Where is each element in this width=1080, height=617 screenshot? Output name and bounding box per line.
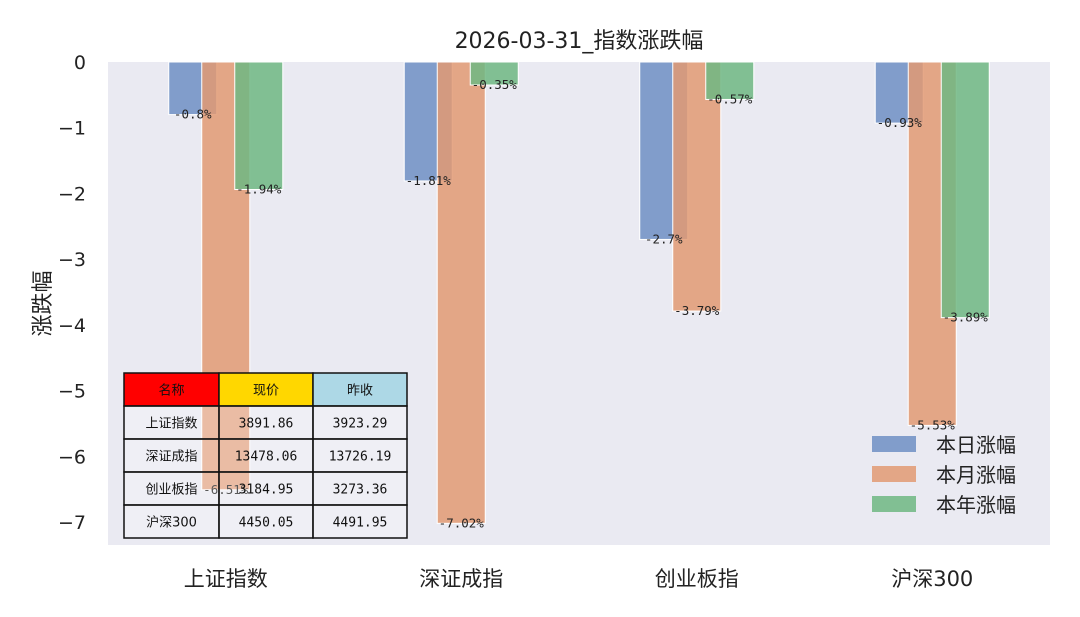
y-tick-label: −1 (58, 118, 86, 140)
legend-label-3: 本年涨幅 (936, 493, 1016, 517)
table-header-cell (218, 372, 314, 407)
table-cell-text: 3184.95 (239, 483, 294, 498)
bar-3-3 (705, 61, 755, 100)
table-cell-text: 4491.95 (333, 516, 388, 531)
table-cell-text: 3273.36 (333, 483, 388, 498)
legend-swatch-3 (872, 496, 916, 512)
bar-2-2 (436, 61, 486, 524)
data-label: -0.57% (707, 91, 753, 106)
table-cell-text: 13726.19 (329, 450, 392, 465)
table-cell (123, 504, 220, 539)
y-tick-label: −3 (58, 249, 86, 271)
y-tick-label: −4 (58, 315, 86, 337)
y-tick-label: −6 (58, 446, 86, 468)
data-label: -0.93% (877, 115, 923, 130)
bar-3-2 (469, 61, 519, 86)
table-cell (312, 504, 408, 539)
table-cell (218, 504, 314, 539)
table-cell-text: 上证指数 (145, 417, 197, 432)
bar-3-4 (940, 61, 990, 319)
bar-3-1 (234, 61, 284, 190)
data-label: -7.02% (439, 515, 485, 530)
legend-label-1: 本日涨幅 (936, 433, 1016, 457)
legend-swatch-1 (872, 436, 916, 452)
data-label: -5.53% (910, 417, 956, 432)
x-tick-label: 沪深300 (891, 567, 973, 591)
x-tick-label: 上证指数 (184, 567, 268, 591)
data-label: -3.89% (943, 310, 989, 325)
x-tick-label: 深证成指 (419, 567, 503, 591)
data-label: -6.51% (203, 482, 249, 497)
y-tick-label: −7 (58, 512, 86, 534)
table-cell-text: 3891.86 (239, 417, 294, 432)
table-cell (123, 471, 220, 506)
table-header-label: 现价 (253, 384, 279, 399)
legend-label-2: 本月涨幅 (936, 463, 1016, 487)
table-header-cell (312, 372, 408, 407)
data-label: -0.8% (174, 107, 212, 122)
data-label: -0.35% (472, 77, 518, 92)
table-cell-text: 沪深300 (146, 515, 197, 531)
bar-2-3 (672, 61, 722, 312)
table-header-label: 名称 (158, 383, 184, 399)
y-axis-label: 涨跌幅 (31, 270, 56, 336)
table-cell-text: 13478.06 (235, 450, 298, 465)
data-label: -1.94% (236, 181, 282, 196)
data-label: -1.81% (406, 173, 452, 188)
y-tick-label: −5 (58, 381, 86, 403)
table-cell-text: 深证成指 (145, 450, 197, 465)
x-tick-label: 创业板指 (655, 567, 739, 591)
table-cell (312, 471, 408, 506)
y-tick-label: 0 (74, 52, 86, 74)
table-cell (312, 438, 408, 473)
table-cell-text: 创业板指 (145, 483, 197, 498)
table-header-label: 昨收 (347, 384, 373, 399)
data-label: -2.7% (645, 231, 683, 246)
data-label: -3.79% (674, 303, 720, 318)
chart-title: 2026-03-31_指数涨跌幅 (455, 29, 704, 54)
table-cell-text: 4450.05 (239, 516, 294, 531)
legend-swatch-2 (872, 466, 916, 482)
table-cell-text: 3923.29 (333, 417, 388, 432)
y-tick-label: −2 (58, 183, 86, 205)
